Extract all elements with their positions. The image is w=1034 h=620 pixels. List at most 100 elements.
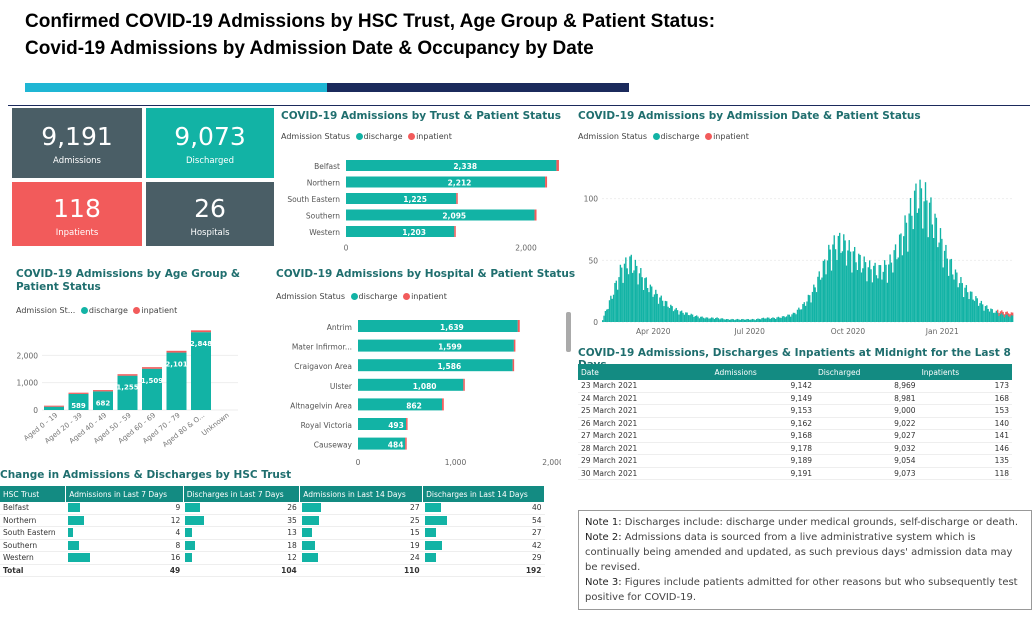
daily-bar xyxy=(672,311,675,322)
table-cell: 153 xyxy=(918,404,1012,418)
category-label: Ulster xyxy=(330,382,353,391)
column-header[interactable]: Date xyxy=(578,364,712,380)
note-3-label: Note 3: xyxy=(585,577,622,588)
daily-bar xyxy=(640,268,642,322)
daily-bar xyxy=(971,291,973,322)
inpatient-bar xyxy=(517,320,520,332)
table-cell: 168 xyxy=(918,392,1012,405)
column-header[interactable]: Admissions xyxy=(711,364,816,380)
daily-bar xyxy=(745,319,747,322)
x-tick-label: 2,000 xyxy=(542,458,561,467)
table-cell: 9,178 xyxy=(711,442,816,455)
data-bar xyxy=(301,515,320,525)
daily-bar xyxy=(602,320,604,322)
discharge-dot-icon xyxy=(80,307,88,314)
daily-bar xyxy=(866,281,868,322)
daily-bar xyxy=(941,238,943,322)
daily-bar xyxy=(952,274,954,322)
table-cell: 9,000 xyxy=(815,404,919,418)
table-cell: 9,054 xyxy=(815,454,919,468)
category-label: Belfast xyxy=(314,162,340,171)
daily-bar xyxy=(905,222,908,322)
table-cell: 9 xyxy=(65,502,184,515)
table-cell: 9,162 xyxy=(711,417,816,430)
daily-bar xyxy=(717,318,720,322)
daily-bar xyxy=(871,282,874,322)
data-bar xyxy=(301,503,321,512)
notes-box: Note 1: Discharges include: discharge un… xyxy=(578,510,1032,610)
daily-bar xyxy=(864,262,867,322)
category-label: Causeway xyxy=(314,441,353,450)
daily-bar xyxy=(834,249,837,322)
category-label: Mater Infirmor... xyxy=(292,343,352,352)
daily-bar xyxy=(843,234,845,322)
daily-bar xyxy=(761,318,763,322)
inpatient-bar xyxy=(44,405,64,407)
daily-bar xyxy=(991,309,993,322)
column-header[interactable]: Inpatients xyxy=(918,364,1012,380)
discharge-bar xyxy=(142,368,162,410)
daily-bar xyxy=(912,229,914,322)
daily-bar xyxy=(926,200,928,322)
table-cell: 28 March 2021 xyxy=(578,442,712,455)
daily-bar xyxy=(630,254,632,322)
daily-bar xyxy=(676,310,679,322)
data-bar xyxy=(185,528,193,537)
bar-data-label: 1,639 xyxy=(440,323,464,332)
inpatient-bar xyxy=(93,390,113,392)
daily-bar xyxy=(716,317,718,322)
daily-bar xyxy=(689,315,691,322)
daily-bar xyxy=(798,307,800,322)
table-cell: 173 xyxy=(918,380,1012,393)
column-header[interactable]: HSC Trust xyxy=(0,486,67,502)
bar-data-label: 2,848 xyxy=(190,340,212,348)
table-cell: 9,142 xyxy=(711,380,816,393)
x-tick-label: 1,000 xyxy=(445,458,467,467)
column-header[interactable]: Admissions in Last 7 Days xyxy=(65,486,184,502)
daily-bar xyxy=(844,240,846,322)
daily-bar xyxy=(992,312,995,322)
daily-bar xyxy=(621,267,623,322)
daily-bar xyxy=(691,314,694,322)
daily-bar xyxy=(735,319,737,322)
daily-bar xyxy=(931,224,933,322)
table-cell: 24 March 2021 xyxy=(578,392,712,405)
daily-bar xyxy=(738,319,740,322)
daily-bar xyxy=(646,287,649,322)
daily-bar xyxy=(875,275,878,322)
column-header[interactable]: Discharges in Last 14 Days xyxy=(422,486,545,502)
daily-bar xyxy=(863,256,865,322)
midnight-table: Date Admissions Discharged Inpatients 23 Mar… xyxy=(578,364,1012,480)
accent-bar-dark xyxy=(327,83,629,92)
category-label: Royal Victoria xyxy=(301,421,352,430)
daily-bar xyxy=(762,317,765,322)
daily-bar xyxy=(736,318,739,322)
column-header[interactable]: Admissions in Last 14 Days xyxy=(299,486,424,502)
table-cell: 42 xyxy=(422,539,545,552)
data-bar xyxy=(67,515,85,525)
daily-bar xyxy=(614,282,616,322)
card-admissions-label: Admissions xyxy=(53,156,101,166)
daily-bar xyxy=(739,319,741,322)
trust-chart-title: COVID-19 Admissions by Trust & Patient S… xyxy=(281,110,562,122)
daily-bar xyxy=(607,308,609,322)
y-tick-label: 50 xyxy=(588,256,598,265)
column-header[interactable]: Discharges in Last 7 Days xyxy=(183,486,301,502)
daily-bar xyxy=(832,244,834,322)
x-tick-label: Jul 2020 xyxy=(733,327,765,336)
table-cell: 9,189 xyxy=(711,454,816,468)
data-bar xyxy=(424,528,436,537)
category-label: Aged 80 & O... xyxy=(161,411,206,449)
cell-value: 18 xyxy=(287,540,297,550)
daily-bar xyxy=(637,284,639,322)
scrollbar-handle[interactable] xyxy=(566,312,571,352)
daily-bar xyxy=(723,319,725,322)
card-hospitals: 26 Hospitals xyxy=(146,182,274,246)
daily-bar xyxy=(710,317,713,322)
table-cell: 16 xyxy=(65,551,184,565)
daily-bar xyxy=(982,304,984,322)
daily-bar xyxy=(796,309,799,322)
bar-data-label: 2,212 xyxy=(448,179,472,188)
card-discharged-label: Discharged xyxy=(186,156,234,166)
column-header[interactable]: Discharged xyxy=(815,364,919,380)
